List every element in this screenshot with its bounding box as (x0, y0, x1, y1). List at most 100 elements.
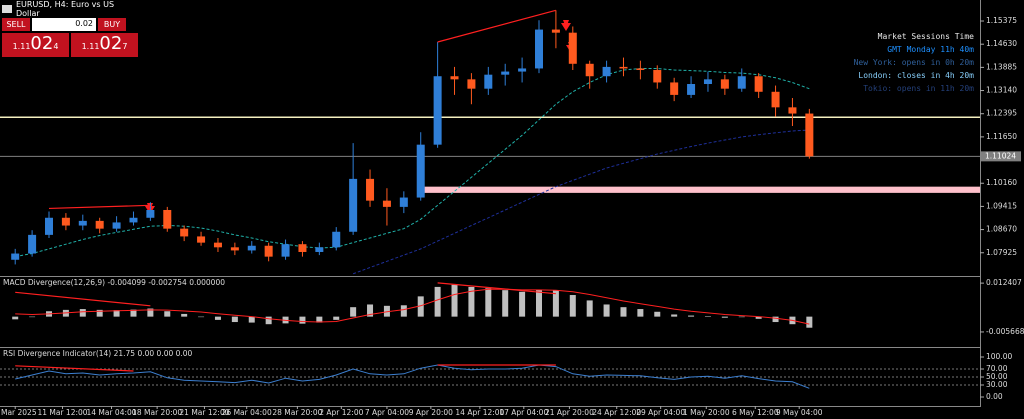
buy-button[interactable]: BUY (98, 18, 126, 31)
candle-body (450, 76, 459, 80)
macd-bar (29, 316, 36, 318)
x-tick-label: 28 Mar 20:00 (272, 408, 322, 417)
macd-bar (637, 309, 644, 317)
y-tick-label: 1.14630 (986, 39, 1017, 48)
last-price-box (981, 151, 1021, 162)
signal-line (15, 288, 810, 325)
price-point: 4 (53, 42, 59, 51)
macd-bar (569, 295, 576, 317)
macd-bar (620, 307, 627, 317)
macd-bar (772, 316, 779, 323)
x-tick-label: 9 May 04:00 (776, 408, 823, 417)
price-prefix: 1.11 (81, 42, 100, 51)
candle-body (670, 82, 679, 95)
candle-body (298, 244, 307, 252)
x-tick-label: 17 Apr 04:00 (499, 408, 548, 417)
macd-bar (96, 309, 103, 317)
y-tick-label: 1.10160 (986, 178, 1017, 187)
macd-bar (231, 316, 238, 323)
macd-bar (265, 316, 272, 325)
macd-bar (113, 310, 120, 317)
candle-body (467, 79, 476, 89)
candle-body (349, 178, 358, 232)
candle-body (585, 63, 594, 77)
x-tick-label: 26 Mar 04:00 (222, 408, 272, 417)
macd-bar (147, 308, 154, 317)
sell-button[interactable]: SELL (2, 18, 30, 31)
candle-body (619, 66, 628, 69)
macd-bar (181, 313, 188, 317)
trade-panel: EURUSD, H4: Euro vs US Dollar SELL 0.02 … (2, 0, 140, 57)
candle-body (501, 71, 510, 75)
candle-body (399, 197, 408, 207)
y-tick-label: 0.00 (986, 392, 1003, 401)
x-tick-label: 6 May 12:00 (732, 408, 779, 417)
macd-bar (552, 290, 559, 317)
candle-body (163, 209, 172, 229)
rsi-line (15, 364, 810, 389)
macd-bar (806, 316, 813, 328)
candle-body (78, 220, 87, 226)
macd-bar (485, 288, 492, 317)
y-tick-label: 1.13140 (986, 86, 1017, 95)
y-tick-label: 30.00 (986, 380, 1008, 389)
last-price-label: 1.11024 (985, 151, 1016, 160)
y-tick-label: 50.00 (986, 372, 1008, 381)
macd-bar (586, 300, 593, 317)
macd-bar (738, 316, 745, 318)
candle-body (28, 234, 37, 254)
macd-bar (519, 291, 526, 317)
x-tick-label: 2 Apr 12:00 (319, 408, 363, 417)
y-tick-label: 1.09415 (986, 201, 1017, 210)
candle-body (720, 79, 729, 89)
rsi-title: RSI Divergence Indicator(14) 21.75 0.00 … (3, 349, 193, 358)
macd-bar (434, 286, 441, 317)
candle-body (788, 107, 797, 114)
session-line: London: closes in 4h 20m (858, 71, 974, 80)
moving-average (15, 68, 810, 258)
candle-body (687, 84, 696, 95)
price-row: 1.11 02 4 1.11 02 7 (2, 33, 140, 57)
macd-bar (721, 316, 728, 318)
macd-bar (502, 290, 509, 317)
macd-bar (704, 316, 711, 317)
moving-average (352, 129, 810, 275)
sell-price[interactable]: 1.11 02 4 (2, 33, 69, 57)
trendline (437, 9, 557, 43)
x-tick-label: 18 Mar 20:00 (132, 408, 182, 417)
candle-body (771, 91, 780, 108)
macd-bar (468, 286, 475, 317)
macd-bar (367, 304, 374, 317)
zone (420, 186, 981, 193)
lot-input[interactable]: 0.02 (32, 18, 96, 31)
signal-arrow (561, 20, 571, 31)
buy-price[interactable]: 1.11 02 7 (71, 33, 138, 57)
candle-body (535, 29, 543, 69)
y-tick-label: 100.00 (986, 352, 1012, 361)
sessions-title: Market Sessions Time (877, 32, 974, 41)
candle-body (703, 79, 712, 85)
candle-body (129, 217, 138, 223)
session-line: GMT Monday 11h 40m (887, 45, 974, 54)
macd-bar (164, 311, 171, 317)
macd-bar (654, 311, 661, 317)
macd-bar (333, 316, 340, 320)
trendline (48, 204, 151, 210)
macd-bar (79, 309, 86, 317)
candle-body (146, 209, 155, 218)
y-tick-label: 1.11650 (986, 132, 1017, 141)
sessions-panel: Market Sessions Time GMT Monday 11h 40m … (854, 30, 974, 95)
y-tick-label: 70.00 (986, 364, 1008, 373)
macd-bar (451, 284, 458, 317)
header: EURUSD, H4: Euro vs US Dollar (2, 0, 140, 18)
y-tick-label: 1.13885 (986, 62, 1017, 71)
candle-body (433, 76, 442, 145)
x-tick-label: 6 Mar 2025 (0, 408, 37, 417)
candle-body (754, 76, 763, 92)
candle-body (805, 113, 814, 157)
macd-bar (316, 316, 323, 323)
macd-bar (299, 316, 306, 324)
